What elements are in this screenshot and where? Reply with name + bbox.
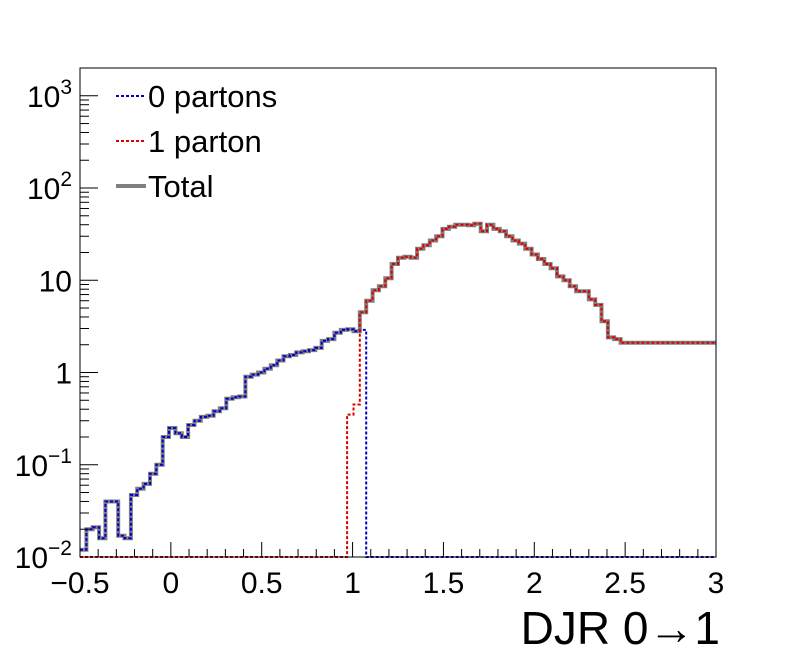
x-tick-label-5: 2 bbox=[526, 567, 543, 600]
series-curves bbox=[80, 221, 716, 558]
x-tick-label-4: 1.5 bbox=[423, 567, 465, 600]
legend-label-1: 1 parton bbox=[148, 124, 262, 159]
series-line-2 bbox=[80, 221, 716, 552]
legend-label-2: Total bbox=[148, 169, 213, 204]
x-tick-label-2: 0.5 bbox=[241, 567, 283, 600]
x-tick-label-6: 2.5 bbox=[604, 567, 646, 600]
series-line-0 bbox=[80, 328, 716, 558]
y-tick-label-4: 102 bbox=[27, 168, 72, 206]
x-tick-label-1: 0 bbox=[163, 567, 180, 600]
x-axis-title: DJR 0→1 bbox=[521, 602, 720, 654]
axis-ticks bbox=[79, 67, 717, 558]
tick-labels: −0.5 0 0.5 1 1.5 2 2.5 3 10−2 10−1 1 10 102 103 bbox=[15, 76, 725, 600]
y-tick-label-1: 10−1 bbox=[15, 445, 72, 483]
y-tick-label-2: 1 bbox=[55, 358, 72, 391]
series-line-1 bbox=[80, 222, 716, 558]
y-tick-label-5: 103 bbox=[27, 76, 72, 114]
y-tick-label-0: 10−2 bbox=[15, 537, 72, 575]
x-tick-label-7: 3 bbox=[708, 567, 725, 600]
legend-label-0: 0 partons bbox=[148, 79, 277, 114]
plot-frame bbox=[79, 67, 717, 558]
legend: 0 partons 1 parton Total bbox=[116, 79, 277, 204]
x-tick-label-0: −0.5 bbox=[50, 567, 109, 600]
x-tick-label-3: 1 bbox=[344, 567, 361, 600]
y-tick-label-3: 10 bbox=[39, 265, 72, 298]
